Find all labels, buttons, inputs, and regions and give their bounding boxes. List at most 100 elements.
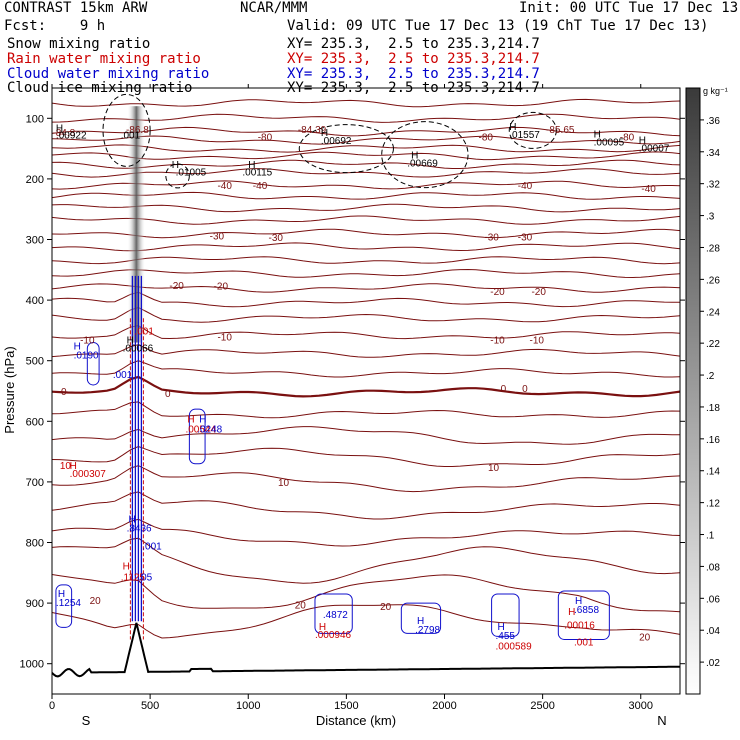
isotherm-label: 0 bbox=[501, 384, 507, 395]
isotherm-line bbox=[52, 604, 680, 639]
maximum-label: H bbox=[127, 335, 134, 346]
field-label-snow: Snow mixing ratio bbox=[7, 36, 151, 52]
colorbar-tick-label: .34 bbox=[706, 148, 720, 159]
maximum-label: H bbox=[509, 122, 516, 133]
isotherm-line bbox=[52, 151, 680, 161]
isotherm-label: -30 bbox=[484, 232, 499, 243]
isotherm-line bbox=[52, 537, 680, 584]
maximum-label: .455 bbox=[496, 631, 516, 642]
maximum-label: .05 bbox=[138, 572, 152, 583]
isotherm-label: 0 bbox=[61, 387, 67, 398]
maximum-label: .00066 bbox=[123, 343, 154, 354]
isotherm-line bbox=[52, 256, 680, 265]
colorbar-tick-label: .22 bbox=[706, 339, 720, 350]
isotherm-line bbox=[52, 306, 680, 323]
maximum-label: H bbox=[568, 607, 575, 618]
maximum-label: H bbox=[74, 342, 81, 353]
maximum-label: .6858 bbox=[574, 605, 599, 616]
plot-frame bbox=[51, 87, 681, 695]
isotherm-line bbox=[52, 465, 680, 493]
isotherm-label: 0 bbox=[165, 389, 171, 400]
isotherm-label: 20 bbox=[380, 602, 392, 613]
isotherm-label: 20 bbox=[639, 632, 651, 643]
y-axis-label: Pressure (hPa) bbox=[2, 346, 17, 433]
org-name: NCAR/MMM bbox=[240, 0, 308, 16]
maximum-label: H bbox=[187, 414, 194, 425]
maximum-label: .00692 bbox=[321, 136, 352, 147]
x-end-label-south: S bbox=[82, 713, 91, 728]
colorbar-tick-label: .14 bbox=[706, 467, 720, 478]
isotherm-label: -86.8 bbox=[126, 125, 149, 136]
isotherm-line bbox=[52, 268, 680, 279]
maximum-label: H bbox=[575, 596, 582, 607]
isotherm-label: 0 bbox=[522, 384, 528, 395]
colorbar-tick-label: .06 bbox=[706, 594, 720, 605]
cloud-water-contour bbox=[400, 602, 442, 634]
x-tick-label: 2000 bbox=[432, 700, 456, 712]
maximum-label: .00922 bbox=[56, 131, 87, 142]
x-tick-label: 2500 bbox=[530, 700, 554, 712]
colorbar bbox=[685, 87, 701, 695]
y-tick-label: 900 bbox=[26, 598, 44, 610]
maximum-label: .00115 bbox=[242, 168, 272, 179]
colorbar-tick-label: .04 bbox=[706, 626, 720, 637]
isotherm-label: -10 bbox=[530, 335, 545, 346]
isotherm-label: -30 bbox=[268, 233, 283, 244]
maximum-label: H bbox=[417, 616, 424, 627]
colorbar-tick-label: .26 bbox=[706, 275, 720, 286]
maximum-label: .01005 bbox=[176, 168, 207, 179]
isotherm-label: -20 bbox=[531, 287, 546, 298]
colorbar-tick-label: .32 bbox=[706, 180, 720, 191]
field-label-rain: Rain water mixing ratio bbox=[7, 51, 201, 67]
isotherm-line bbox=[52, 168, 680, 178]
isotherm-line bbox=[52, 98, 680, 108]
maximum-label: .00095 bbox=[594, 137, 625, 148]
x-tick-label: 500 bbox=[141, 700, 159, 712]
isotherm-line bbox=[52, 325, 680, 340]
maximum-label: .001 bbox=[134, 326, 154, 337]
isotherm-label: 10 bbox=[488, 463, 500, 474]
field-xy-cloud-water: XY= 235.3, 2.5 to 235.3,214.7 bbox=[287, 66, 540, 82]
maximum-label: H bbox=[199, 414, 206, 425]
isotherm-line bbox=[52, 491, 680, 520]
isotherm-line bbox=[52, 283, 680, 293]
maximum-label: .000307 bbox=[70, 469, 107, 480]
terrain-line bbox=[52, 622, 680, 678]
colorbar-tick-label: .36 bbox=[706, 116, 720, 127]
colorbar-tick-label: .1 bbox=[706, 531, 715, 542]
isotherm-label: -30 bbox=[210, 231, 225, 242]
colorbar-tick-label: .28 bbox=[706, 243, 720, 254]
isotherm-line bbox=[52, 144, 680, 153]
maximum-label: H bbox=[594, 129, 601, 140]
y-tick-label: 400 bbox=[26, 295, 44, 307]
isotherm-line bbox=[52, 135, 680, 145]
maximum-label: .001 bbox=[121, 131, 141, 142]
isotherm-line bbox=[52, 113, 680, 123]
maximum-label: .00669 bbox=[407, 159, 438, 170]
isotherm-label: -20 bbox=[490, 287, 505, 298]
maximum-label: H bbox=[248, 160, 255, 171]
maximum-label: .00544 bbox=[185, 425, 216, 436]
isotherm-line bbox=[52, 401, 680, 419]
maximum-label: .00016 bbox=[564, 620, 595, 631]
maximum-label: H bbox=[321, 128, 328, 139]
maximum-label: .0190 bbox=[74, 351, 99, 362]
y-tick-label: 600 bbox=[26, 416, 44, 428]
isotherm-line bbox=[52, 242, 680, 252]
colorbar-tick-label: .18 bbox=[706, 403, 720, 414]
maximum-label: H bbox=[319, 622, 326, 633]
isotherm-label: -40 bbox=[518, 181, 533, 192]
snow-contour bbox=[165, 163, 190, 189]
colorbar-unit: g kg⁻¹ bbox=[703, 86, 728, 96]
maximum-label: H bbox=[172, 160, 179, 171]
isotherm-line bbox=[52, 445, 680, 467]
isotherm-line bbox=[52, 360, 680, 378]
maximum-label: .0248 bbox=[197, 425, 222, 436]
maximum-label: .001 bbox=[113, 370, 133, 381]
isotherm-label: -40 bbox=[217, 181, 232, 192]
y-tick-label: 1000 bbox=[20, 659, 44, 671]
isotherm-label: -30 bbox=[518, 232, 533, 243]
maximum-label: .01557 bbox=[509, 130, 540, 141]
y-tick-label: 100 bbox=[26, 113, 44, 125]
